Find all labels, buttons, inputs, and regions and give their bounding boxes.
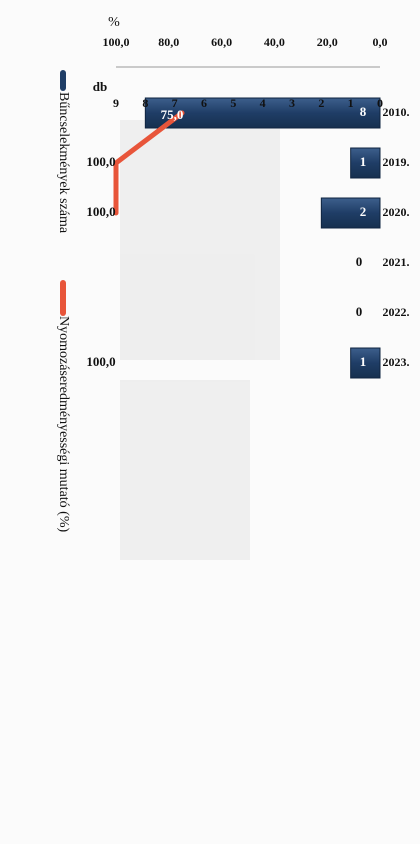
- left-axis-tick: 5: [230, 96, 236, 110]
- left-axis-tick: 3: [289, 96, 295, 110]
- category-label: 2023.: [383, 355, 410, 369]
- category-label: 2020.: [383, 205, 410, 219]
- left-axis-label: db: [93, 79, 107, 94]
- bar-value-label: 8: [360, 104, 367, 119]
- category-label: 2022.: [383, 305, 410, 319]
- right-axis-tick: 100,0: [103, 35, 130, 49]
- left-axis-tick: 4: [260, 96, 266, 110]
- bar-value-label: 2: [360, 204, 367, 219]
- category-label: 2021.: [383, 255, 410, 269]
- right-axis-tick: 80,0: [158, 35, 179, 49]
- line-value-label: 75,0: [161, 107, 184, 122]
- bar-value-label: 1: [360, 354, 367, 369]
- bar: [350, 147, 381, 179]
- left-axis-tick: 8: [142, 96, 148, 110]
- left-axis-tick: 9: [113, 96, 119, 110]
- right-axis-tick: 20,0: [317, 35, 338, 49]
- bar-value-label: 0: [356, 304, 363, 319]
- bar: [350, 347, 381, 379]
- left-axis-tick: 1: [348, 96, 354, 110]
- bar-value-label: 0: [356, 254, 363, 269]
- bar: [144, 97, 381, 129]
- right-axis-tick: 0,0: [373, 35, 388, 49]
- legend-label: Bűncselekmények száma: [56, 92, 71, 234]
- line-value-label: 100,0: [86, 204, 115, 219]
- category-label: 2019.: [383, 155, 410, 169]
- right-axis-tick: 40,0: [264, 35, 285, 49]
- bar: [320, 197, 381, 229]
- background-watermark: [120, 120, 280, 560]
- line-value-label: 100,0: [86, 354, 115, 369]
- left-axis-tick: 0: [377, 96, 383, 110]
- right-axis-label: %: [108, 15, 120, 30]
- line-value-label: 100,0: [86, 154, 115, 169]
- legend-label: Nyomozáseredményességi mutató (%): [56, 316, 71, 532]
- bar-value-label: 1: [360, 154, 367, 169]
- left-axis-tick: 6: [201, 96, 207, 110]
- category-label: 2010.: [383, 105, 410, 119]
- left-axis-tick: 2: [318, 96, 324, 110]
- left-axis-tick: 7: [172, 96, 178, 110]
- right-axis-tick: 60,0: [211, 35, 232, 49]
